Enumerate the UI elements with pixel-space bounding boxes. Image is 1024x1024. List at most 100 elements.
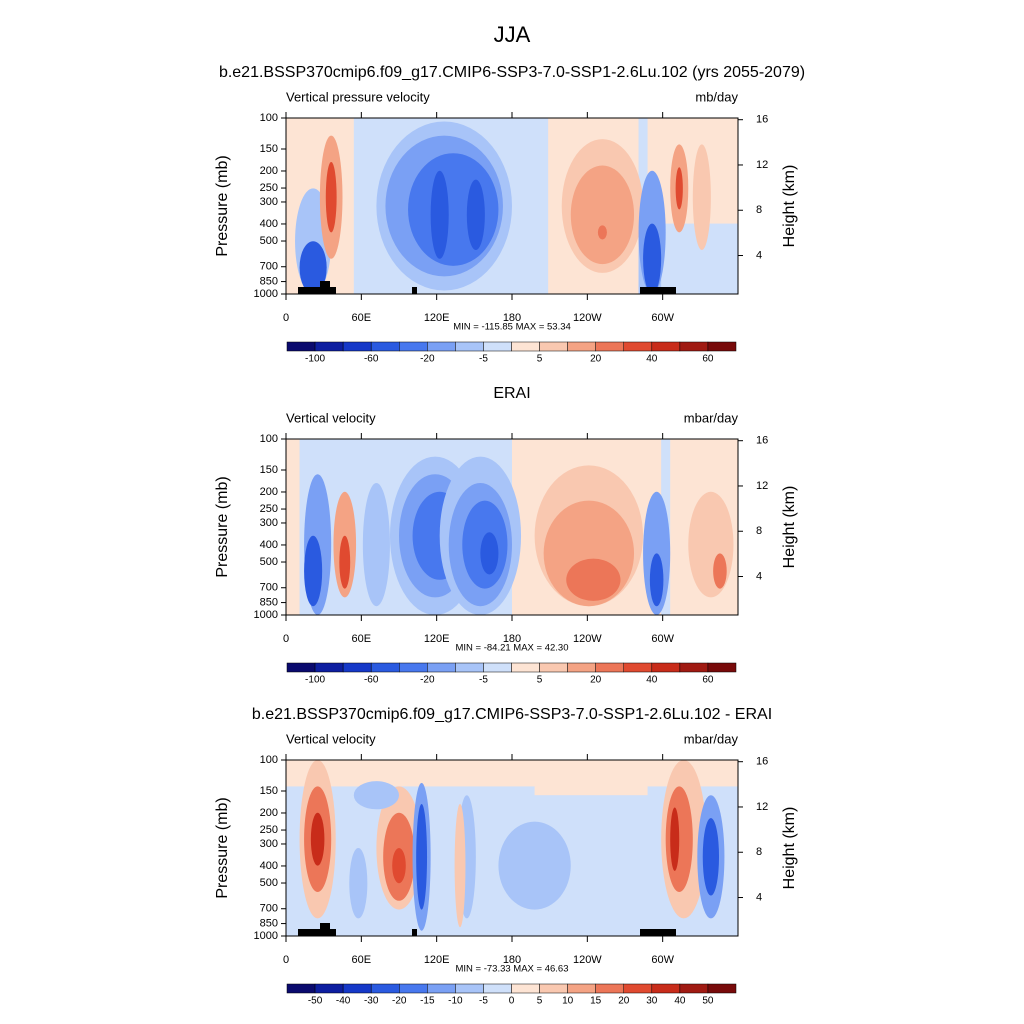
contour-field: [286, 760, 738, 936]
colorbar-label: 0: [509, 996, 515, 1007]
contour-fill: [430, 170, 449, 259]
colorbar-label: 50: [702, 996, 714, 1007]
topography: [412, 287, 417, 294]
contour-fill: [643, 223, 662, 294]
panel-left-label: Vertical pressure velocity: [286, 89, 430, 104]
x-tick-label: 0: [283, 312, 289, 324]
panel-right-label: mbar/day: [684, 731, 739, 746]
x-tick-label: 120W: [573, 633, 602, 645]
contour-fill: [534, 760, 648, 796]
colorbar-box: [483, 662, 512, 673]
contour-fill: [480, 532, 499, 575]
x-tick-label: 180: [503, 954, 521, 966]
y-tick-label: 200: [260, 807, 278, 819]
colorbar-box: [623, 662, 653, 673]
contour-fill: [310, 812, 325, 866]
y2-tick-label: 16: [756, 756, 768, 768]
colorbar-label: -5: [479, 354, 488, 365]
colorbar-label: 5: [537, 675, 543, 686]
panel-left-label: Vertical velocity: [286, 410, 376, 425]
colorbar-label: -60: [364, 675, 379, 686]
y2-axis-label: Height (km): [781, 486, 798, 569]
colorbar-box: [511, 341, 540, 352]
colorbar-label: -60: [364, 354, 379, 365]
contour-fill: [454, 804, 466, 928]
colorbar-label: 10: [562, 996, 574, 1007]
panel-title: ERAI: [493, 385, 530, 402]
colorbar-label: -5: [479, 996, 488, 1007]
y-tick-label: 700: [260, 261, 278, 273]
x-tick-label: 60E: [352, 954, 372, 966]
panel-title: b.e21.BSSP370cmip6.f09_g17.CMIP6-SSP3-7.…: [219, 64, 805, 81]
y-axis-label: Pressure (mb): [214, 155, 231, 256]
x-tick-label: 60W: [651, 633, 674, 645]
colorbar-label: 5: [537, 996, 543, 1007]
topography: [298, 287, 336, 294]
y-axis-label: Pressure (mb): [214, 476, 231, 577]
colorbar-box: [399, 983, 428, 994]
colorbar-box: [483, 983, 512, 994]
colorbar-box: [595, 662, 624, 673]
colorbar-box: [511, 983, 540, 994]
colorbar-box: [370, 662, 400, 673]
y-tick-label: 400: [260, 218, 278, 230]
colorbar-label: -20: [420, 675, 435, 686]
colorbar-box: [595, 983, 624, 994]
contour-fill: [349, 848, 368, 919]
y-tick-label: 250: [260, 182, 278, 194]
contour-fill: [416, 804, 428, 910]
colorbar-label: 30: [646, 996, 658, 1007]
colorbar-box: [455, 341, 484, 352]
colorbar-label: -15: [420, 996, 435, 1007]
y-tick-label: 1000: [254, 288, 278, 300]
contour-fill: [675, 167, 683, 210]
y2-tick-label: 12: [756, 480, 768, 492]
topography: [298, 929, 336, 936]
colorbar-box: [342, 341, 372, 352]
y-tick-label: 200: [260, 486, 278, 498]
y2-tick-label: 4: [756, 570, 762, 582]
contour-fill: [570, 165, 635, 265]
contour-fill: [325, 162, 337, 233]
y2-tick-label: 12: [756, 159, 768, 171]
y-tick-label: 250: [260, 824, 278, 836]
contour-fill: [649, 553, 664, 607]
topography: [412, 929, 417, 936]
y2-tick-label: 4: [756, 891, 762, 903]
y-tick-label: 200: [260, 165, 278, 177]
colorbar-box: [707, 341, 737, 352]
contour-fill: [353, 781, 399, 810]
contour-fill: [670, 807, 680, 871]
y-tick-label: 850: [260, 275, 278, 287]
colorbar-box: [455, 983, 484, 994]
colorbar-label: 40: [674, 996, 686, 1007]
colorbar-box: [286, 983, 316, 994]
contour-fill: [286, 760, 738, 787]
colorbar-box: [595, 341, 624, 352]
contour-fill: [688, 491, 734, 598]
y-tick-label: 500: [260, 556, 278, 568]
colorbar-box: [539, 983, 568, 994]
colorbar-label: -40: [336, 996, 351, 1007]
topography: [640, 287, 676, 294]
x-tick-label: 60E: [352, 633, 372, 645]
contour-fill: [408, 153, 499, 266]
y-tick-label: 1000: [254, 930, 278, 942]
topography: [320, 281, 330, 294]
x-tick-label: 120W: [573, 312, 602, 324]
contour-fill: [702, 818, 720, 896]
colorbar-box: [399, 662, 428, 673]
colorbar-box: [370, 341, 400, 352]
y-tick-label: 500: [260, 877, 278, 889]
topography: [640, 929, 676, 936]
contour-fill: [392, 848, 406, 884]
y-tick-label: 1000: [254, 609, 278, 621]
y2-tick-label: 4: [756, 249, 762, 261]
contour-fill: [566, 558, 621, 601]
colorbar-label: 60: [702, 675, 714, 686]
y2-axis-label: Height (km): [781, 807, 798, 890]
colorbar-box: [427, 662, 456, 673]
colorbar-label: -50: [308, 996, 323, 1007]
panel-right-label: mb/day: [695, 89, 738, 104]
